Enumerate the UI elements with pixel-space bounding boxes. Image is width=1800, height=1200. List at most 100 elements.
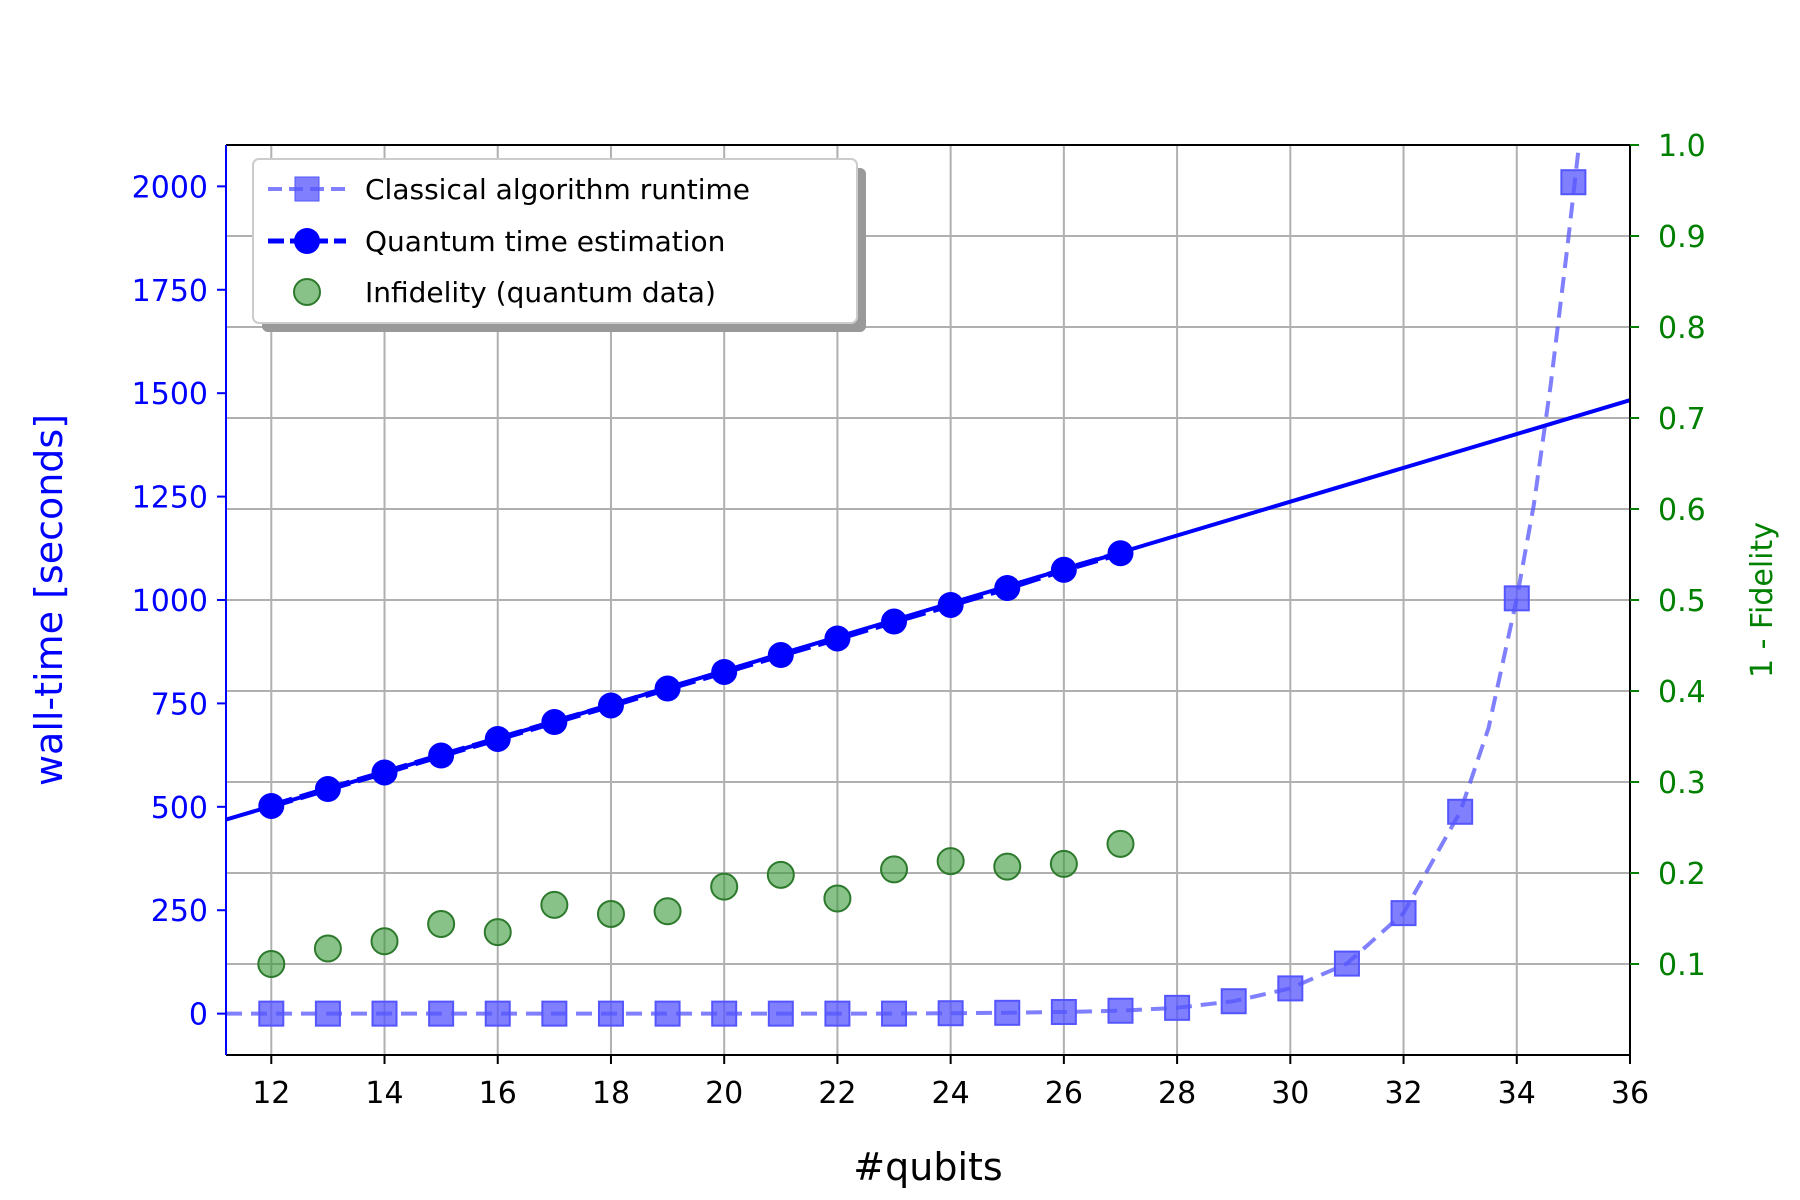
infidelity-point bbox=[993, 852, 1022, 881]
y-tick-label: 0 bbox=[189, 998, 208, 1033]
classical-runtime-point bbox=[1050, 998, 1077, 1025]
infidelity-point bbox=[596, 899, 625, 928]
infidelity-point bbox=[313, 934, 342, 963]
y-axis-label: wall-time [seconds] bbox=[27, 414, 71, 786]
quantum-estimation-point bbox=[258, 792, 285, 819]
y-tick-label: 1000 bbox=[132, 584, 208, 619]
x-tick-label: 14 bbox=[365, 1076, 403, 1111]
infidelity-point bbox=[540, 890, 569, 919]
y-tick-label: 500 bbox=[151, 791, 208, 826]
x-tick-label: 22 bbox=[818, 1076, 856, 1111]
legend-box bbox=[252, 158, 858, 324]
classical-runtime-point bbox=[1560, 169, 1587, 196]
infidelity-point bbox=[483, 918, 512, 947]
x-tick-label: 20 bbox=[705, 1076, 743, 1111]
classical-runtime-point bbox=[1220, 988, 1247, 1015]
quantum-estimation-point bbox=[484, 725, 511, 752]
quantum-estimation-point bbox=[937, 591, 964, 618]
classical-runtime-point bbox=[654, 1000, 681, 1027]
quantum-estimation-point bbox=[428, 742, 455, 769]
y2-tick-label: 0.8 bbox=[1658, 311, 1706, 346]
legend-infidelity-marker bbox=[293, 278, 321, 306]
y2-axis-label: 1 - Fidelity bbox=[1745, 522, 1780, 678]
y-tick-label: 2000 bbox=[132, 170, 208, 205]
x-axis-label: #qubits bbox=[853, 1145, 1002, 1189]
quantum-estimation-point bbox=[881, 608, 908, 635]
classical-runtime-point bbox=[1164, 994, 1191, 1021]
infidelity-point bbox=[1049, 849, 1078, 878]
classical-runtime-point bbox=[1107, 997, 1134, 1024]
classical-runtime-point bbox=[541, 1000, 568, 1027]
quantum-estimation-point bbox=[654, 675, 681, 702]
classical-runtime-point bbox=[258, 1000, 285, 1027]
classical-runtime-point bbox=[1390, 900, 1417, 927]
infidelity-point bbox=[370, 927, 399, 956]
x-tick-label: 12 bbox=[252, 1076, 290, 1111]
x-tick-label: 36 bbox=[1611, 1076, 1649, 1111]
classical-runtime-point bbox=[1447, 798, 1474, 825]
ticks: 12 14 16 18 20 22 24 26 28 30 32 34 36 0 250 500 750 1000… bbox=[132, 129, 1706, 1111]
series-layer bbox=[226, 145, 1630, 1027]
legend: Classical algorithm runtime Quantum time… bbox=[252, 158, 866, 332]
x-tick-label: 26 bbox=[1045, 1076, 1083, 1111]
classical-runtime-point bbox=[881, 1000, 908, 1027]
infidelity-point bbox=[1106, 829, 1135, 858]
infidelity-point bbox=[936, 847, 965, 876]
y2-tick-label: 0.5 bbox=[1658, 584, 1706, 619]
classical-runtime-point bbox=[314, 1000, 341, 1027]
infidelity-point bbox=[710, 872, 739, 901]
classical-runtime-point bbox=[1333, 950, 1360, 977]
x-tick-label: 34 bbox=[1498, 1076, 1536, 1111]
x-tick-label: 28 bbox=[1158, 1076, 1196, 1111]
classical-runtime-point bbox=[371, 1000, 398, 1027]
x-tick-label: 32 bbox=[1384, 1076, 1422, 1111]
classical-runtime-point bbox=[767, 1000, 794, 1027]
legend-label-infidelity: Infidelity (quantum data) bbox=[365, 276, 716, 309]
y2-tick-label: 0.3 bbox=[1658, 766, 1706, 801]
infidelity-point bbox=[766, 860, 795, 889]
quantum-estimation-point bbox=[824, 625, 851, 652]
x-tick-label: 30 bbox=[1271, 1076, 1309, 1111]
y-tick-label: 1750 bbox=[132, 274, 208, 309]
quantum-estimation-point bbox=[597, 692, 624, 719]
legend-classical-marker bbox=[294, 176, 320, 202]
y2-tick-label: 0.9 bbox=[1658, 220, 1706, 255]
quantum-estimation-point bbox=[711, 658, 738, 685]
legend-label-quantum: Quantum time estimation bbox=[365, 225, 725, 258]
y-tick-label: 250 bbox=[151, 894, 208, 929]
y2-tick-label: 0.6 bbox=[1658, 493, 1706, 528]
quantum-estimation-point bbox=[1050, 556, 1077, 583]
x-tick-label: 18 bbox=[592, 1076, 630, 1111]
classical-runtime-point bbox=[484, 1000, 511, 1027]
legend-quantum-marker bbox=[294, 228, 320, 254]
quantum-estimation-point bbox=[371, 759, 398, 786]
quantum-estimation-point bbox=[541, 709, 568, 736]
classical-runtime-point bbox=[824, 1000, 851, 1027]
y2-tick-label: 1.0 bbox=[1658, 129, 1706, 164]
quantum-estimation-point bbox=[314, 776, 341, 803]
x-tick-label: 16 bbox=[479, 1076, 517, 1111]
classical-runtime-point bbox=[711, 1000, 738, 1027]
classical-runtime-point bbox=[937, 1000, 964, 1027]
infidelity-point bbox=[427, 909, 456, 938]
infidelity-point bbox=[257, 950, 286, 978]
infidelity-point bbox=[880, 855, 909, 884]
classical-runtime-point bbox=[428, 1000, 455, 1027]
x-tick-label: 24 bbox=[932, 1076, 970, 1111]
classical-runtime-point bbox=[994, 999, 1021, 1026]
classical-runtime-point bbox=[1503, 585, 1530, 612]
y-tick-label: 1250 bbox=[132, 481, 208, 516]
quantum-estimation-line bbox=[270, 550, 1122, 809]
y-tick-label: 750 bbox=[151, 687, 208, 722]
y2-tick-label: 0.4 bbox=[1658, 675, 1706, 710]
quantum-estimation-point bbox=[767, 642, 794, 669]
infidelity-point bbox=[823, 884, 852, 913]
quantum-estimation-point bbox=[994, 575, 1021, 602]
y2-tick-label: 0.7 bbox=[1658, 402, 1706, 437]
infidelity-point bbox=[653, 897, 682, 926]
classical-runtime-point bbox=[597, 1000, 624, 1027]
quantum-estimation-point bbox=[1107, 540, 1134, 567]
y2-tick-label: 0.1 bbox=[1658, 948, 1706, 983]
legend-label-classical: Classical algorithm runtime bbox=[365, 173, 750, 206]
